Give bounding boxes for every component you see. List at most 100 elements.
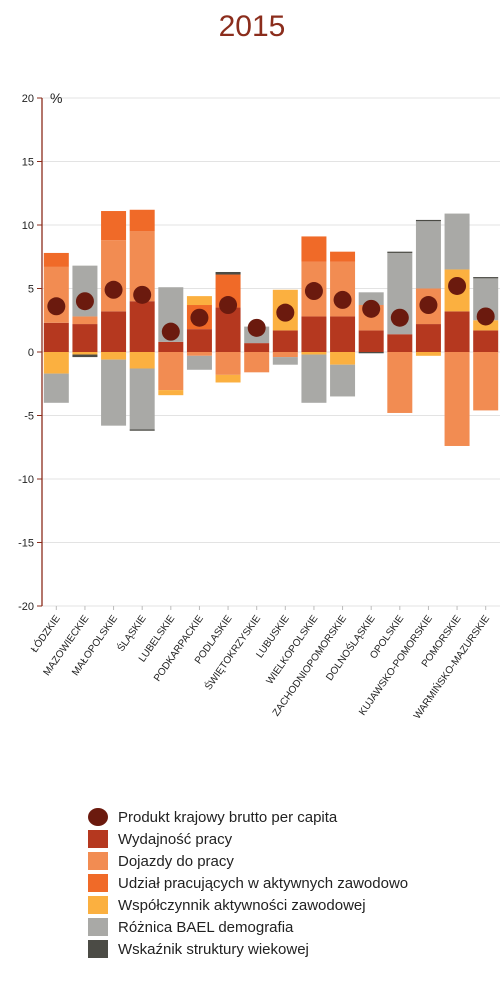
gdp-point [476,307,495,326]
legend-swatch [88,918,108,936]
bar-segment [415,324,441,352]
chart-title: 2015 [218,10,286,43]
bar-segment [415,219,441,222]
bar-segment [301,236,327,262]
legend-item: Produkt krajowy brutto per capita [88,806,408,828]
bar-segment [473,330,499,352]
legend-item: Współczynnik aktywności zawodowej [88,894,408,916]
y-axis-label: % [50,90,62,106]
gdp-point [247,318,266,337]
bar-segment [215,271,241,275]
bar-segment [301,316,327,352]
y-tick-label: 5 [28,284,34,296]
bar-segment [186,296,212,306]
bar-segment [358,292,384,306]
bar-segment [101,359,127,426]
bar-segment [215,352,241,375]
y-tick-label: 20 [22,93,34,105]
gdp-point [448,276,467,295]
gdp-point [104,280,123,299]
bar-segment [444,213,470,270]
bar-segment [129,368,155,430]
bar-segment [301,352,327,355]
gdp-point [47,297,66,316]
legend-label: Dojazdy do pracy [118,852,234,870]
bar-segment [101,352,127,360]
gdp-point [333,290,352,309]
bar-segment [215,374,241,383]
bar-segment [101,311,127,352]
gdp-point [419,296,438,315]
legend-label: Wydajność pracy [118,830,233,848]
bar-segment [129,209,155,232]
bar-segment [186,329,212,352]
bar-segment [158,352,184,391]
gdp-point [362,299,381,318]
bar-segment [244,343,270,352]
bar-segment [43,322,69,352]
bar-segment [43,252,69,267]
bar-segment [129,301,155,352]
y-tick-label: 15 [22,157,34,169]
legend-label: Różnica BAEL demografia [118,918,294,936]
y-tick-label: -15 [18,538,34,550]
bar-segment [330,251,356,262]
gdp-point [75,292,94,311]
bar-segment [72,316,98,325]
bar-segment [129,429,155,431]
bar-segment [444,311,470,352]
bar-segment [43,352,69,374]
bar-segment [215,307,241,352]
gdp-point [190,308,209,327]
legend-item: Wskaźnik struktury wiekowej [88,938,408,960]
bar-segment [358,352,384,354]
bar-segment [186,355,212,370]
bar-segment [186,352,212,356]
y-tick-label: -5 [24,411,34,423]
x-tick-label: DOLNOŚLĄSKIE [323,612,378,683]
bar-segment [301,354,327,403]
legend-label: Wskaźnik struktury wiekowej [118,940,309,958]
bar-segment [473,277,499,279]
legend-label: Produkt krajowy brutto per capita [118,808,338,826]
bar-segment [72,354,98,358]
bar-segment [387,352,413,413]
bar-segment [415,352,441,356]
legend-swatch [88,874,108,892]
bar-segment [387,334,413,352]
legend-swatch [88,808,108,826]
bar-segment [473,352,499,411]
y-tick-label: -10 [18,474,34,486]
chart-legend: Produkt krajowy brutto per capita Wydajno… [88,806,408,960]
bar-segment [358,330,384,352]
bar-segment [330,316,356,352]
gdp-point [161,322,180,341]
legend-item: Udział pracujących w aktywnych zawodowo [88,872,408,894]
y-tick-label: -20 [18,601,34,613]
gdp-point [276,303,295,322]
bar-segment [272,357,298,365]
legend-swatch [88,896,108,914]
bar-segment [43,373,69,403]
legend-label: Współczynnik aktywności zawodowej [118,896,366,914]
bar-segment [444,352,470,446]
x-tick-label: WIELKOPOLSKIE [265,613,321,686]
y-tick-label: 0 [28,347,34,359]
bar-segment [101,211,127,241]
bar-segment [244,352,270,373]
gdp-point [219,296,238,315]
bar-segment [415,221,441,289]
gdp-point [304,282,323,301]
legend-swatch [88,852,108,870]
legend-label: Udział pracujących w aktywnych zawodowo [118,874,409,892]
bar-segment [330,352,356,365]
bar-segment [272,352,298,358]
y-tick-label: 10 [22,220,34,232]
bar-segment [72,324,98,352]
bar-segment [330,364,356,397]
bar-segment [101,240,127,312]
bar-segment [158,390,184,396]
bar-segment [272,330,298,352]
bar-segment [129,352,155,369]
